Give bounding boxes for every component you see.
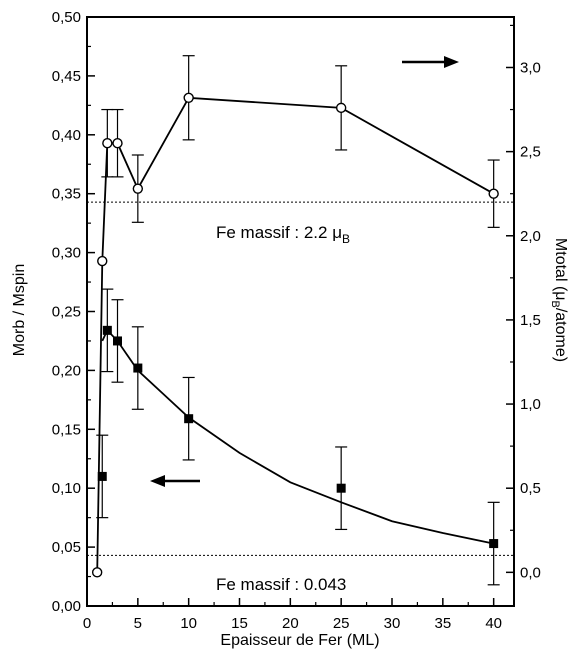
x-tick-label: 25: [333, 615, 350, 632]
y-left-tick-label: 0,05: [52, 539, 81, 556]
x-tick-label: 15: [231, 615, 248, 632]
y-left-tick-label: 0,50: [52, 9, 81, 26]
reference-lines: [87, 201, 514, 556]
y-right-tick-label: 1,5: [520, 312, 541, 329]
ratio-point: [97, 471, 107, 481]
data-marks: [91, 55, 500, 586]
x-tick-label: 40: [485, 615, 502, 632]
mtotal-point: [112, 138, 123, 149]
mtotal-point: [102, 138, 113, 149]
annotation-fe-massif-ratio: Fe massif : 0.043: [216, 575, 346, 594]
y-axis-right-title-sub: B: [549, 300, 561, 307]
x-tick-label: 20: [282, 615, 299, 632]
ticks: 0 5 10 15 20 25 30 35 40 0,00 0,05 0,10 0,15 0,20 0,25…: [52, 9, 541, 632]
mtotal-point: [91, 567, 103, 578]
ratio-fit-curve: [101, 328, 494, 545]
x-axis-title: Epaisseur de Fer (ML): [220, 632, 379, 649]
annotation-fe-massif-mtotal-sub: B: [342, 232, 350, 246]
ratio-point: [133, 363, 143, 373]
annotation-fe-massif-mtotal: Fe massif : 2.2 μB: [216, 223, 350, 246]
y-left-tick-label: 0,10: [52, 480, 81, 497]
y-left-tick-label: 0,15: [52, 421, 81, 438]
y-right-tick-label: 2,5: [520, 144, 541, 161]
ratio-point: [184, 414, 194, 424]
x-tick-label: 5: [134, 615, 142, 632]
mtotal-point: [97, 255, 108, 267]
direction-arrows: [150, 56, 459, 487]
y-axis-right-title-main: Mtotal (μ: [552, 238, 569, 301]
y-left-tick-label: 0,35: [52, 186, 81, 203]
y-left-tick-label: 0,45: [52, 68, 81, 85]
y-axis-right-title: Mtotal (μB/atome): [549, 238, 569, 362]
arrow-left-head: [150, 475, 165, 487]
ratio-point: [113, 336, 122, 346]
y-left-tick-label: 0,40: [52, 127, 81, 144]
arrow-right-head: [444, 56, 459, 68]
annotation-fe-massif-mtotal-main: Fe massif : 2.2 μ: [216, 223, 342, 242]
mtotal-point: [183, 92, 194, 103]
x-tick-label: 10: [180, 615, 197, 632]
y-right-tick-label: 3,0: [520, 59, 541, 76]
y-left-tick-label: 0,30: [52, 245, 81, 262]
x-tick-label: 0: [83, 615, 91, 632]
curves: [96, 96, 495, 573]
y-right-tick-label: 2,0: [520, 228, 541, 245]
ratio-point: [336, 483, 346, 493]
y-left-tick-label: 0,25: [52, 304, 81, 321]
ratio-point: [489, 539, 499, 549]
x-tick-label: 35: [434, 615, 451, 632]
mtotal-point: [132, 183, 144, 194]
mtotal-line: [96, 96, 495, 573]
mtotal-point: [335, 102, 347, 114]
mtotal-point: [488, 188, 499, 199]
y-right-tick-label: 1,0: [520, 396, 541, 413]
y-axis-left-title: Morb / Mspin: [11, 264, 28, 356]
y-left-tick-label: 0,00: [52, 598, 81, 615]
y-axis-right-title-tail: /atome): [552, 308, 569, 362]
x-tick-label: 30: [384, 615, 401, 632]
y-left-tick-label: 0,20: [52, 362, 81, 379]
y-right-tick-label: 0,0: [520, 564, 541, 581]
ratio-point: [102, 325, 112, 335]
y-right-tick-label: 0,5: [520, 480, 541, 497]
